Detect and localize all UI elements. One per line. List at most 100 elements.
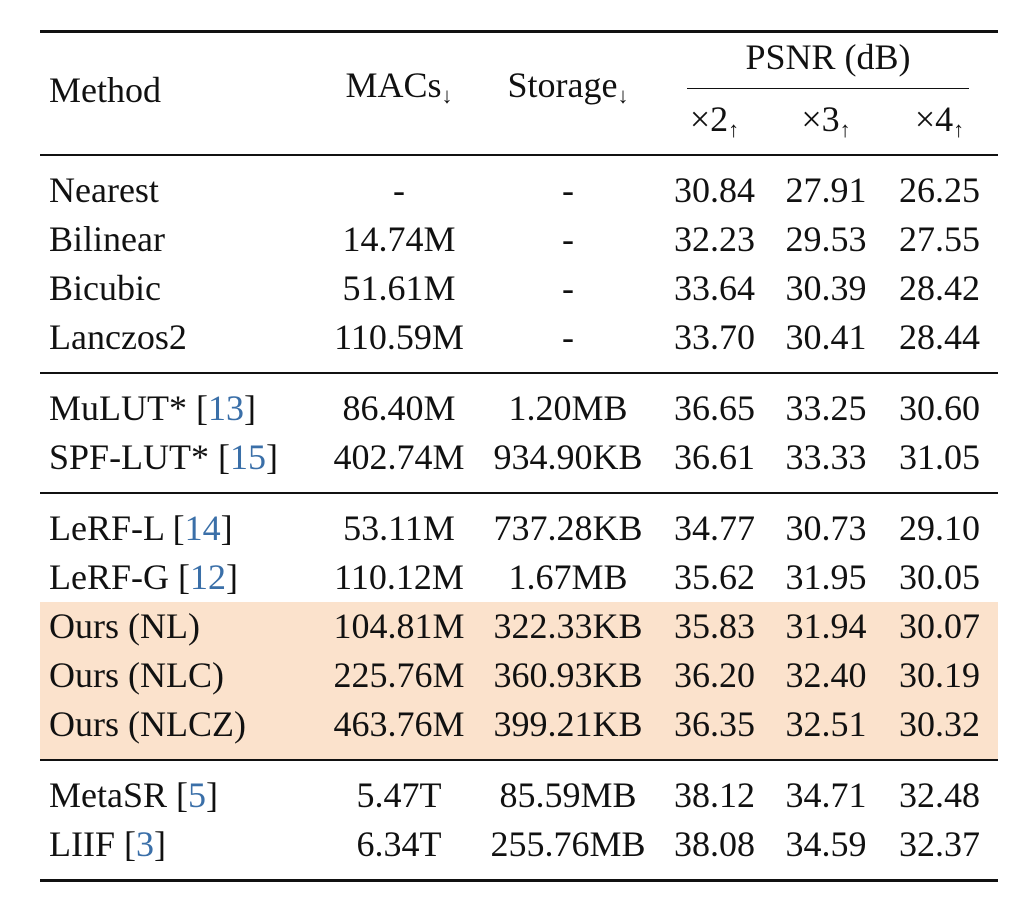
citation-link[interactable]: 15 (230, 437, 267, 477)
citation-link[interactable]: 12 (189, 557, 226, 597)
method-cell: Bilinear (49, 219, 165, 259)
psnr-x2-cell: 36.65 (658, 372, 771, 433)
storage-cell: 255.76MB (478, 820, 658, 882)
x3-header: ×3↑ (801, 99, 851, 142)
method-cell: LIIF [3] (40, 820, 320, 882)
method-cell: Ours (NL) (40, 602, 320, 651)
psnr-header: PSNR (dB) (658, 30, 998, 95)
psnr-x3-cell: 27.91 (771, 154, 881, 215)
table-row: LIIF [3] 6.34T 255.76MB 38.08 34.59 32.3… (40, 820, 998, 882)
psnr-x4-cell: 30.19 (881, 651, 998, 700)
psnr-x4-cell: 30.60 (881, 372, 998, 433)
psnr-x4-cell: 30.05 (899, 557, 980, 597)
macs-cell: 14.74M (342, 219, 456, 259)
macs-cell: 402.74M (333, 437, 465, 477)
storage-cell: - (478, 154, 658, 215)
method-cell: SPF-LUT* [15] (49, 437, 279, 477)
psnr-x2-cell: 32.23 (674, 219, 755, 259)
storage-cell: 85.59MB (478, 759, 658, 820)
storage-cell: 360.93KB (478, 651, 658, 700)
method-cell: MuLUT* [13] (40, 372, 320, 433)
macs-cell: - (320, 154, 478, 215)
psnr-x3-cell: 29.53 (785, 219, 867, 259)
psnr-x2-cell: 33.64 (674, 268, 755, 308)
psnr-x2-cell: 30.84 (658, 154, 771, 215)
citation-link[interactable]: 3 (135, 824, 154, 864)
method-cell: Ours (NLCZ) (40, 700, 320, 760)
highlighted-row: Ours (NLCZ) 463.76M 399.21KB 36.35 32.51… (40, 700, 998, 760)
method-header: Method (40, 30, 320, 155)
psnr-x2-cell: 33.70 (674, 317, 755, 357)
psnr-x4-cell: 28.44 (899, 317, 980, 357)
macs-cell: 86.40M (320, 372, 478, 433)
table-row: Bilinear 14.74M - 32.23 29.53 27.55 (40, 215, 998, 264)
psnr-x3-cell: 32.40 (771, 651, 881, 700)
header-row-2: ×2↑ ×3↑ ×4↑ (40, 95, 998, 155)
table-row: LeRF-L [14] 53.11M 737.28KB 34.77 30.73 … (40, 492, 998, 553)
storage-cell: - (562, 219, 574, 259)
psnr-x4-cell: 32.48 (881, 759, 998, 820)
psnr-x3-cell: 31.95 (785, 557, 867, 597)
psnr-x3-cell: 30.39 (785, 268, 867, 308)
psnr-x3-cell: 30.41 (785, 317, 867, 357)
table-row: Lanczos2 110.59M - 33.70 30.41 28.44 (40, 313, 998, 373)
storage-cell: 322.33KB (478, 602, 658, 651)
x4-header: ×4↑ (914, 99, 965, 142)
highlighted-row: Ours (NLC) 225.76M 360.93KB 36.20 32.40 … (40, 651, 998, 700)
macs-cell: 5.47T (320, 759, 478, 820)
psnr-x2-cell: 35.62 (674, 557, 755, 597)
psnr-x2-cell: 36.61 (674, 437, 755, 477)
x2-header: ×2↑ (689, 99, 740, 142)
macs-cell: 225.76M (320, 651, 478, 700)
storage-cell: 737.28KB (478, 492, 658, 553)
psnr-x3-cell: 32.51 (771, 700, 881, 760)
psnr-x4-cell: 26.25 (881, 154, 998, 215)
method-cell: Lanczos2 (49, 317, 187, 357)
citation-link[interactable]: 5 (188, 775, 206, 815)
macs-cell: 463.76M (320, 700, 478, 760)
psnr-x4-cell: 31.05 (899, 437, 980, 477)
psnr-x3-cell: 30.73 (771, 492, 881, 553)
psnr-x3-cell: 33.33 (785, 437, 867, 477)
psnr-x3-cell: 31.94 (771, 602, 881, 651)
table-row: MetaSR [5] 5.47T 85.59MB 38.12 34.71 32.… (40, 759, 998, 820)
psnr-x2-cell: 38.08 (658, 820, 771, 882)
macs-header: MACs↓ (320, 30, 478, 155)
method-cell: Ours (NLC) (40, 651, 320, 700)
method-cell: Nearest (40, 154, 320, 215)
macs-cell: 110.59M (334, 317, 464, 357)
citation-link[interactable]: 13 (207, 388, 244, 428)
storage-cell: 399.21KB (478, 700, 658, 760)
macs-cell: 51.61M (342, 268, 456, 308)
table-row: SPF-LUT* [15] 402.74M 934.90KB 36.61 33.… (40, 433, 998, 493)
psnr-x4-cell: 29.10 (881, 492, 998, 553)
psnr-x2-cell: 36.20 (658, 651, 771, 700)
psnr-x2-cell: 38.12 (658, 759, 771, 820)
storage-header: Storage↓ (478, 30, 658, 155)
highlighted-row: Ours (NL) 104.81M 322.33KB 35.83 31.94 3… (40, 602, 998, 651)
storage-cell: 1.67MB (508, 557, 628, 597)
psnr-x3-cell: 34.59 (771, 820, 881, 882)
psnr-x2-cell: 36.35 (658, 700, 771, 760)
macs-cell: 110.12M (334, 557, 464, 597)
table-row: MuLUT* [13] 86.40M 1.20MB 36.65 33.25 30… (40, 372, 998, 433)
psnr-x4-cell: 32.37 (881, 820, 998, 882)
table-row: Nearest - - 30.84 27.91 26.25 (40, 154, 998, 215)
header-row-1: Method MACs↓ Storage↓ PSNR (dB) (40, 30, 998, 155)
method-cell: LeRF-L [14] (40, 492, 320, 553)
table-row: Bicubic 51.61M - 33.64 30.39 28.42 (40, 264, 998, 313)
psnr-x4-cell: 28.42 (899, 268, 980, 308)
storage-cell: 934.90KB (493, 437, 643, 477)
psnr-x2-cell: 34.77 (658, 492, 771, 553)
psnr-x3-cell: 33.25 (771, 372, 881, 433)
citation-link[interactable]: 14 (184, 508, 221, 548)
results-table: Method MACs↓ Storage↓ PSNR (dB) ×2↑ ×3↑ … (40, 30, 998, 882)
macs-cell: 6.34T (320, 820, 478, 882)
psnr-x4-cell: 30.07 (881, 602, 998, 651)
method-cell: LeRF-G [12] (49, 557, 238, 597)
psnr-x4-cell: 27.55 (899, 219, 980, 259)
macs-cell: 104.81M (320, 602, 478, 651)
storage-cell: - (562, 268, 574, 308)
storage-cell: - (562, 317, 574, 357)
psnr-x4-cell: 30.32 (881, 700, 998, 760)
